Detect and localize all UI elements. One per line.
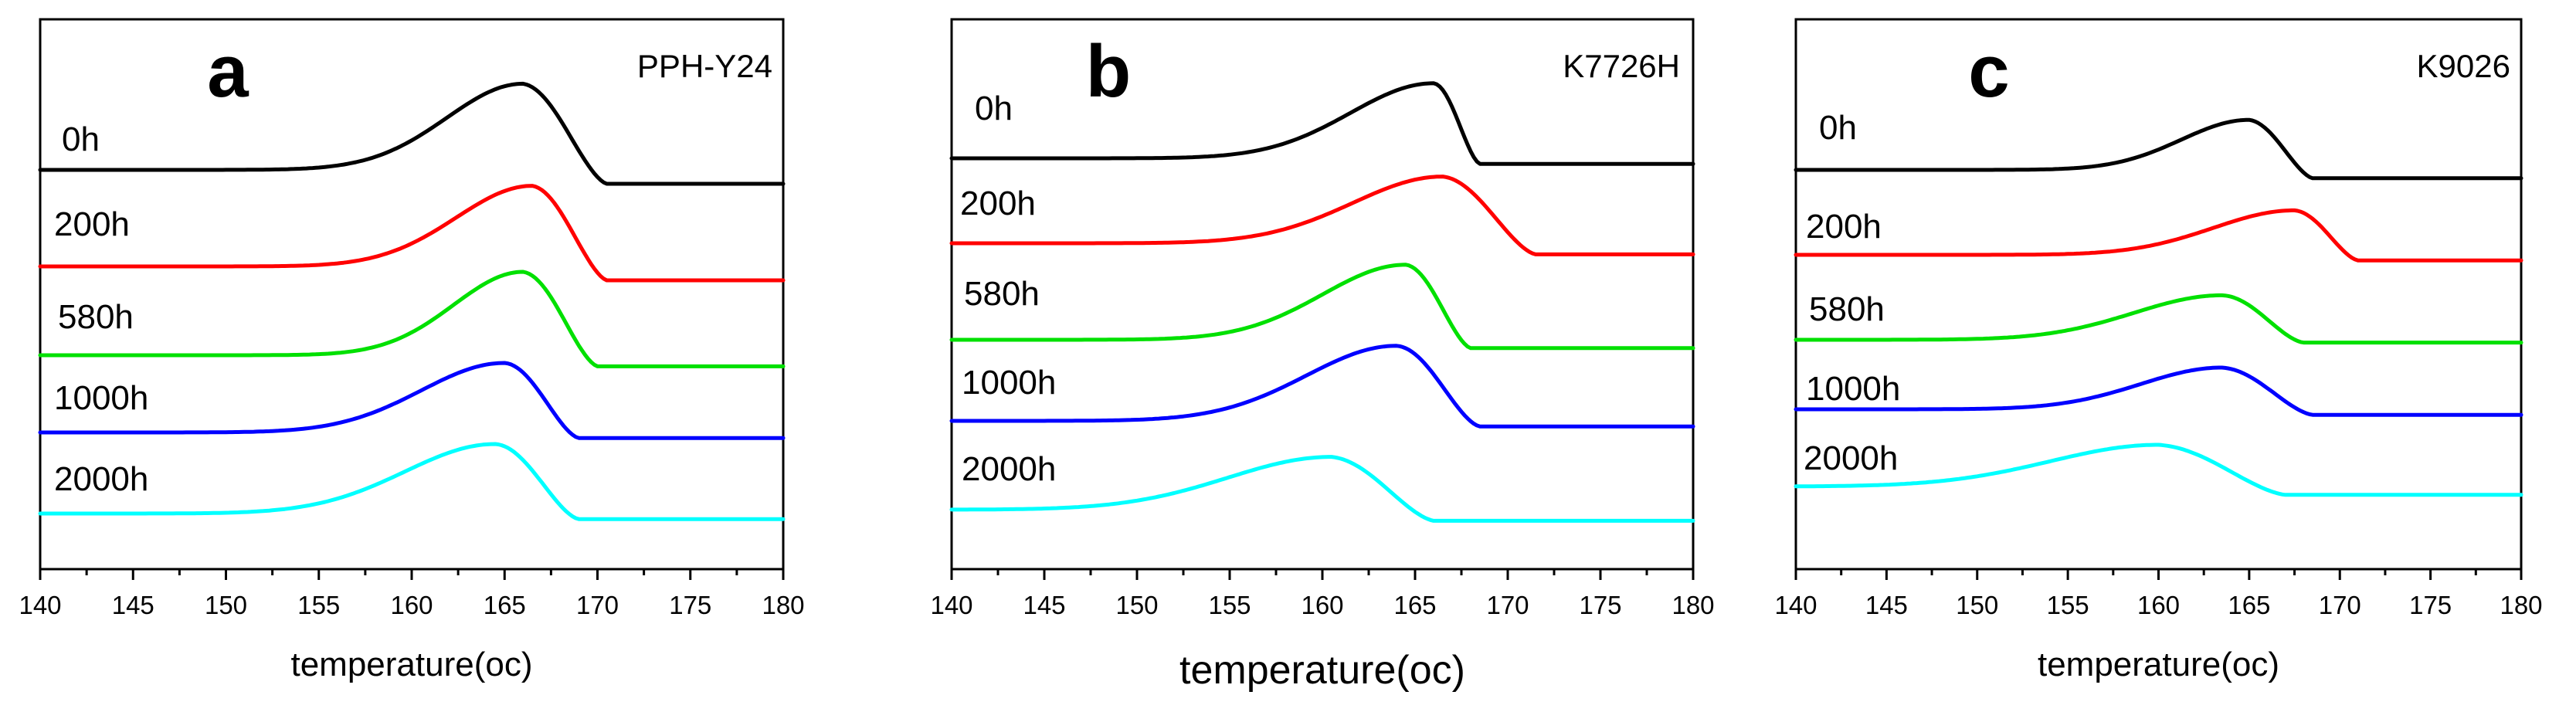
x-tick-label: 175	[1579, 591, 1621, 619]
series-line-1000h	[949, 344, 1695, 429]
series-line-2000h	[949, 455, 1695, 523]
panel-letter: b	[1086, 30, 1132, 113]
x-tick-label: 165	[484, 591, 526, 619]
series-label: 2000h	[1804, 439, 1898, 477]
x-tick-label: 140	[930, 591, 972, 619]
panel-b: 140 145 150 155 160 165 170 175 180 temperature(o…	[930, 18, 1715, 693]
series-line-0h	[1794, 117, 2523, 181]
series-line-0h	[949, 81, 1695, 166]
x-tick-label: 140	[1774, 591, 1817, 619]
series-label: 200h	[54, 205, 130, 243]
series-label: 0h	[975, 90, 1013, 127]
x-axis-label: temperature(oc)	[290, 646, 532, 683]
x-axis-label: temperature(oc)	[2038, 646, 2279, 683]
x-tick-label: 180	[1672, 591, 1714, 619]
x-tick-label: 155	[1208, 591, 1251, 619]
plot-frame	[39, 18, 785, 571]
x-tick-label: 155	[2047, 591, 2089, 619]
x-tick-label: 160	[1301, 591, 1343, 619]
sample-label: K9026	[2417, 48, 2510, 84]
x-tick-label: 170	[2319, 591, 2361, 619]
panel-letter: c	[1968, 30, 2009, 113]
panels: 140 145 150 155 160 165 170 175 180 temperature(o…	[19, 18, 2543, 693]
sample-label: K7726H	[1563, 48, 1680, 84]
series-label: 1000h	[1806, 370, 1900, 408]
x-tick-label: 160	[2137, 591, 2180, 619]
x-tick-label: 170	[1486, 591, 1529, 619]
series-line-580h	[949, 263, 1695, 351]
x-axis-label: temperature(oc)	[1179, 648, 1465, 693]
series-label: 580h	[1809, 290, 1885, 328]
series-line-200h	[38, 184, 786, 283]
series-label: 200h	[960, 185, 1036, 222]
x-tick-label: 150	[1115, 591, 1158, 619]
series-label: 2000h	[962, 450, 1056, 488]
series-line-200h	[949, 175, 1695, 256]
sample-label: PPH-Y24	[637, 48, 772, 84]
x-tick-label: 180	[762, 591, 804, 619]
series-label: 580h	[58, 298, 134, 336]
series-line-1000h	[1794, 365, 2523, 417]
panel-a: 140 145 150 155 160 165 170 175 180 temperature(o…	[19, 18, 805, 683]
x-tick-label: 165	[2228, 591, 2270, 619]
x-tick-label: 170	[576, 591, 619, 619]
panel-c: 140 145 150 155 160 165 170 175 180 temperature(o…	[1774, 18, 2543, 683]
series-label: 2000h	[54, 460, 148, 498]
series-line-200h	[1794, 208, 2523, 263]
x-tick-label: 150	[205, 591, 247, 619]
series-line-580h	[1794, 293, 2523, 345]
x-tick-label: 160	[390, 591, 433, 619]
x-tick-label: 140	[19, 591, 61, 619]
series-label: 1000h	[962, 364, 1056, 402]
series-label: 1000h	[54, 379, 148, 417]
x-tick-label: 165	[1393, 591, 1436, 619]
series-label: 0h	[1819, 109, 1857, 147]
x-tick-label: 145	[1023, 591, 1065, 619]
x-tick-label: 175	[2409, 591, 2452, 619]
x-tick-label: 180	[2500, 591, 2542, 619]
series-line-1000h	[38, 361, 786, 440]
x-tick-label: 155	[297, 591, 340, 619]
x-tick-label: 175	[669, 591, 711, 619]
series-label: 580h	[964, 275, 1040, 313]
x-tick-label: 145	[1865, 591, 1908, 619]
series-label: 200h	[1806, 208, 1882, 246]
series-line-2000h	[1794, 442, 2523, 497]
plot-frame	[1794, 18, 2523, 571]
x-tick-label: 145	[112, 591, 154, 619]
series-line-0h	[38, 81, 786, 186]
panel-letter: a	[207, 30, 249, 113]
series-label: 0h	[62, 120, 100, 158]
series-line-2000h	[38, 442, 786, 521]
series-line-580h	[38, 270, 786, 368]
x-tick-label: 150	[1956, 591, 1998, 619]
